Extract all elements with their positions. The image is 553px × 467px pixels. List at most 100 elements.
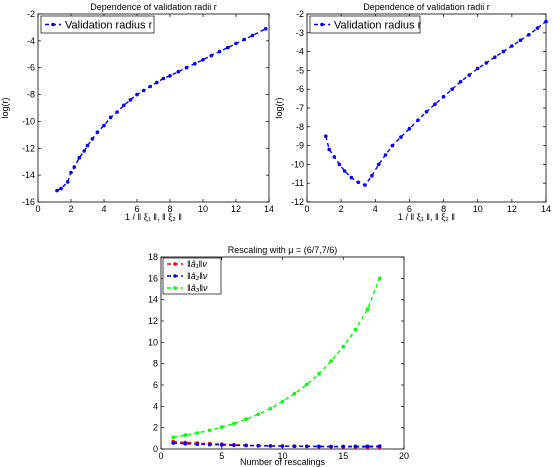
series-line (173, 278, 381, 438)
y-tick-label: 8 (153, 359, 158, 369)
y-tick-label: -5 (296, 65, 304, 75)
chart-title: Rescaling with μ = (6/7,7/6) (228, 245, 338, 255)
x-tick-label: 0 (35, 204, 40, 214)
data-point (128, 98, 133, 102)
data-point (171, 441, 175, 445)
data-point (220, 425, 224, 429)
data-point (493, 55, 497, 59)
data-point (363, 183, 367, 187)
data-point (207, 428, 212, 433)
data-point (332, 155, 337, 159)
data-point (518, 38, 523, 43)
x-tick-label: 0 (304, 204, 309, 214)
y-tick-label: -6 (27, 63, 35, 73)
data-point (317, 372, 321, 376)
data-point (353, 444, 358, 449)
data-point (390, 143, 395, 148)
x-tick-label: 0 (158, 451, 163, 461)
x-tick-label: 10 (198, 204, 208, 214)
data-point (72, 165, 77, 169)
data-point (232, 421, 236, 426)
x-tick-label: 2 (68, 204, 73, 214)
data-point (207, 442, 212, 447)
y-tick-label: 16 (148, 273, 158, 283)
data-point (292, 444, 297, 449)
data-point (356, 180, 361, 185)
data-point (424, 110, 429, 114)
legend-box (309, 15, 421, 34)
data-point (250, 33, 255, 38)
data-point (148, 84, 152, 89)
y-tick-label: -6 (296, 84, 304, 94)
data-point (77, 155, 82, 160)
y-tick-label: -9 (296, 141, 304, 151)
y-tick-label: -14 (22, 170, 35, 180)
x-tick-label: 12 (231, 204, 241, 214)
data-point (450, 87, 454, 91)
data-point (280, 444, 285, 448)
y-tick-label: -8 (296, 122, 304, 132)
y-tick-label: -12 (291, 197, 304, 207)
x-tick-label: 14 (541, 204, 551, 214)
data-point (341, 444, 346, 449)
data-point (141, 88, 146, 93)
data-point (184, 65, 189, 70)
data-point (168, 74, 172, 78)
x-tick-label: 15 (338, 451, 348, 461)
data-point (370, 173, 374, 178)
data-point (95, 130, 100, 134)
x-tick-label: 8 (167, 204, 172, 214)
data-point (329, 444, 333, 449)
data-point (256, 444, 261, 448)
data-point (195, 442, 200, 447)
x-axis-label: Number of rescalings (240, 457, 326, 467)
y-tick-label: -4 (27, 36, 35, 46)
plot-area (306, 13, 547, 203)
data-point (376, 162, 381, 167)
x-tick-label: 2 (339, 204, 344, 214)
y-tick-label: 10 (148, 337, 158, 347)
data-point (377, 276, 382, 281)
data-point (475, 66, 480, 71)
data-point (183, 441, 188, 446)
chart-bottom: 0 5 10 15 20 0 2 4 6 8 10 12 14 16 18 Rescaling with μ … (148, 245, 409, 467)
y-tick-label: -10 (22, 116, 35, 126)
data-point (201, 57, 205, 62)
y-tick-label: -2 (296, 9, 304, 19)
data-point (82, 149, 86, 153)
y-tick-label: -8 (27, 90, 35, 100)
data-point (220, 443, 224, 447)
data-point (365, 444, 370, 449)
data-point (544, 19, 548, 24)
data-point (55, 188, 59, 193)
y-tick-label: -16 (22, 197, 35, 207)
y-tick-label: -2 (27, 9, 35, 19)
data-point (329, 359, 333, 363)
data-point (341, 344, 346, 349)
data-point (467, 73, 472, 77)
y-tick-label: 14 (148, 295, 158, 305)
data-point (327, 147, 332, 152)
data-point (226, 45, 230, 50)
x-tick-label: 10 (277, 451, 287, 461)
legend-marker (173, 286, 177, 290)
data-point (85, 143, 90, 148)
data-point (102, 123, 106, 128)
x-tick-label: 8 (441, 204, 446, 214)
data-point (65, 180, 70, 184)
data-point (183, 433, 188, 437)
plot-area (37, 13, 270, 203)
data-point (292, 391, 297, 396)
data-point (416, 118, 420, 122)
legend-marker (320, 22, 324, 27)
data-point (305, 444, 309, 449)
data-point (217, 49, 222, 54)
x-tick-label: 5 (219, 451, 224, 461)
legend-marker (173, 274, 177, 278)
x-tick-label: 6 (134, 204, 139, 214)
y-tick-label: 2 (153, 423, 158, 433)
x-axis-label: 1 / ‖ ξ₁ ‖, ‖ ξ₂ ‖ (398, 212, 455, 222)
x-tick-label: 4 (101, 204, 106, 214)
y-tick-label: 0 (153, 444, 158, 454)
